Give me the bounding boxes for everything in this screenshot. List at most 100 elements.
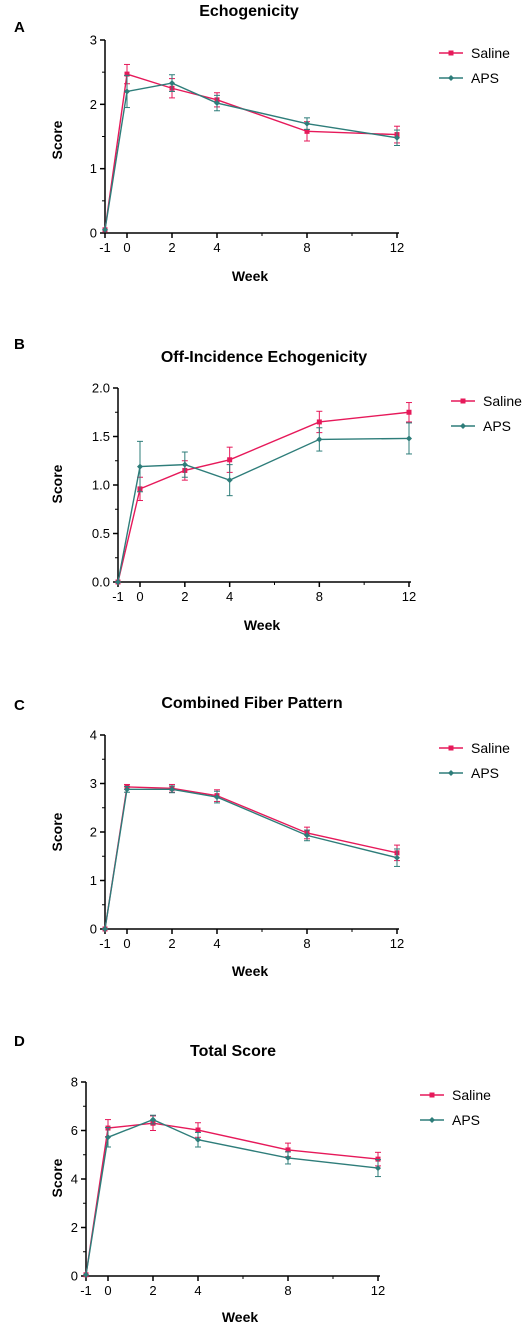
legend-label: APS <box>471 70 499 86</box>
x-axis-label: Week <box>222 1309 259 1325</box>
panel-b: B Off-Incidence Echogenicity Score Week … <box>14 336 522 633</box>
legend-label: APS <box>471 765 499 781</box>
y-axis-label: Score <box>49 812 65 851</box>
y-tick-label: 0.0 <box>92 575 110 590</box>
y-tick-label: 1.0 <box>92 478 110 493</box>
plot-area: 0.0 0.5 1.0 1.5 2.0 -1 0 2 4 8 12 Saline APS <box>92 381 522 605</box>
x-tick-label: 0 <box>136 589 143 604</box>
series-line-saline <box>104 786 398 930</box>
x-tick-label: 4 <box>213 240 220 255</box>
x-tick-label: 12 <box>390 936 404 951</box>
x-axis-label: Week <box>232 963 269 979</box>
legend-label: Saline <box>471 45 510 61</box>
chart-title: Total Score <box>190 1043 276 1060</box>
y-tick-label: 3 <box>90 33 97 48</box>
x-tick-label: -1 <box>99 936 111 951</box>
data-point <box>227 457 233 463</box>
y-tick-label: 2 <box>71 1220 78 1235</box>
data-point <box>394 854 400 861</box>
data-point <box>316 419 322 425</box>
y-tick-label: 2 <box>90 97 97 112</box>
data-point <box>304 128 310 134</box>
data-point <box>124 71 130 77</box>
x-axis-label: Week <box>232 268 269 284</box>
data-point <box>214 794 220 801</box>
y-tick-label: 0 <box>90 922 97 937</box>
data-point <box>181 461 188 468</box>
y-axis-label: Score <box>49 1158 65 1197</box>
legend-label: Saline <box>471 740 510 756</box>
x-tick-label: 0 <box>123 240 130 255</box>
y-tick-label: 1.5 <box>92 429 110 444</box>
data-point <box>285 1154 291 1161</box>
x-tick-label: 0 <box>123 936 130 951</box>
data-point <box>169 80 175 87</box>
legend-marker <box>460 423 466 429</box>
series-line-aps <box>104 82 398 230</box>
x-tick-label: 12 <box>390 240 404 255</box>
data-point <box>285 1147 291 1153</box>
data-point <box>124 786 130 793</box>
data-point <box>406 409 412 415</box>
x-tick-label: 2 <box>168 240 175 255</box>
series-line-saline <box>104 73 398 230</box>
y-tick-label: 6 <box>71 1123 78 1138</box>
y-axis-label: Score <box>49 464 65 503</box>
panel-c: C Combined Fiber Pattern Score Week 0123… <box>14 695 510 979</box>
data-point <box>137 463 143 470</box>
data-point <box>394 134 400 141</box>
y-tick-label: 1 <box>90 873 97 888</box>
panel-letter: A <box>14 19 25 36</box>
legend-label: APS <box>483 418 511 434</box>
y-axis-label: Score <box>49 120 65 159</box>
legend-marker <box>429 1092 435 1098</box>
x-axis-label: Week <box>244 617 281 633</box>
chart-title: Off-Incidence Echogenicity <box>161 349 367 366</box>
legend-marker <box>429 1117 435 1123</box>
x-tick-label: 8 <box>284 1283 291 1298</box>
y-tick-label: 1 <box>90 161 97 176</box>
x-tick-label: 12 <box>402 589 416 604</box>
series-line-saline <box>117 411 410 583</box>
chart-title: Echogenicity <box>199 3 299 20</box>
data-point <box>169 786 175 793</box>
y-tick-label: 0 <box>71 1269 78 1284</box>
x-tick-label: -1 <box>112 589 124 604</box>
x-tick-label: 4 <box>213 936 220 951</box>
data-point <box>316 436 323 443</box>
panel-letter: C <box>14 697 25 714</box>
legend-marker <box>448 770 454 776</box>
y-tick-label: 2 <box>90 825 97 840</box>
data-point <box>115 579 121 585</box>
x-tick-label: 2 <box>168 936 175 951</box>
legend-marker <box>460 398 466 404</box>
data-point <box>214 100 220 107</box>
legend-label: APS <box>452 1112 480 1128</box>
y-tick-label: 0 <box>90 226 97 241</box>
x-tick-label: -1 <box>80 1283 92 1298</box>
data-point <box>406 435 412 442</box>
data-point <box>102 226 108 233</box>
legend-marker <box>448 75 454 81</box>
x-tick-label: 8 <box>303 936 310 951</box>
data-point <box>83 1271 89 1278</box>
panel-letter: D <box>14 1033 25 1050</box>
data-point <box>195 1136 201 1143</box>
x-tick-label: 4 <box>226 589 233 604</box>
x-tick-label: 8 <box>303 240 310 255</box>
legend-label: Saline <box>483 393 522 409</box>
data-point <box>304 832 310 839</box>
legend-marker <box>448 50 454 56</box>
data-point <box>150 1116 156 1123</box>
panel-letter: B <box>14 336 25 353</box>
y-tick-label: 4 <box>71 1172 78 1187</box>
legend-marker <box>448 745 454 751</box>
y-tick-label: 4 <box>90 728 97 743</box>
data-point <box>375 1165 381 1172</box>
series-line-aps <box>85 1118 379 1275</box>
data-point <box>226 477 233 484</box>
